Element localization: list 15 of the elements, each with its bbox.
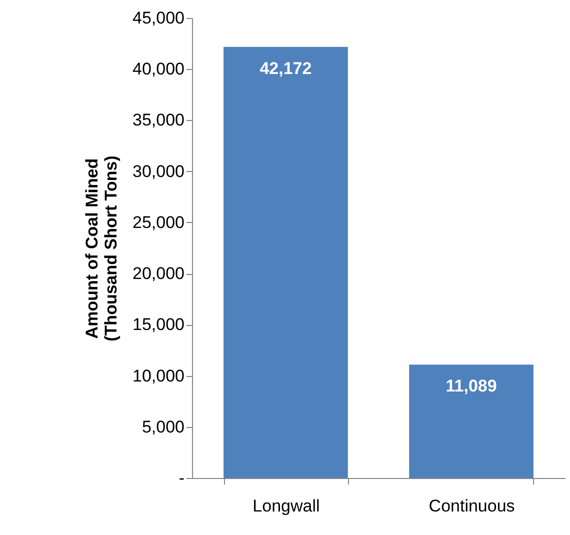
y-tick-label: - xyxy=(178,468,184,488)
y-tick-label: 20,000 xyxy=(132,264,184,284)
x-tick-label: Longwall xyxy=(252,496,320,516)
data-label: 42,172 xyxy=(260,58,312,78)
y-tick-label: 45,000 xyxy=(132,8,184,28)
y-tick-label: 15,000 xyxy=(132,315,184,334)
x-tick-label: Continuous xyxy=(428,496,515,516)
y-tick-label: 35,000 xyxy=(132,110,184,130)
y-tick-label: 5,000 xyxy=(142,417,184,436)
y-tick-label: 25,000 xyxy=(132,212,184,232)
y-tick-label: 30,000 xyxy=(132,162,184,181)
data-label: 11,089 xyxy=(446,376,497,396)
y-tick-label: 40,000 xyxy=(132,60,184,79)
y-tick-label: 10,000 xyxy=(132,366,184,386)
y-axis-title: Amount of Coal Mined (Thousand Short Tons) xyxy=(82,156,121,342)
